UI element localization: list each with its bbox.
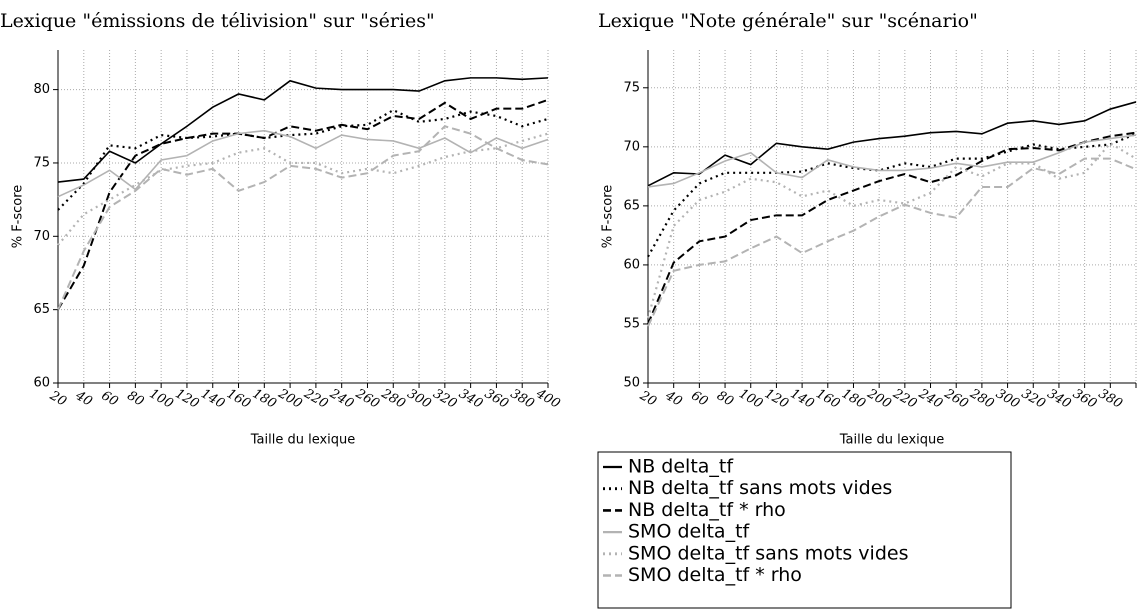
x-tick-label: 360: [482, 386, 511, 411]
x-tick-label: 200: [275, 386, 305, 412]
x-tick-label: 60: [99, 388, 121, 409]
y-tick-label: 75: [33, 155, 50, 170]
legend-label: SMO delta_tf * rho: [628, 564, 802, 586]
x-tick-label: 140: [198, 386, 227, 411]
x-tick-label: 60: [688, 388, 710, 409]
x-tick-label: 40: [662, 388, 685, 410]
x-tick-label: 200: [864, 386, 894, 412]
chart-title: Lexique "Note générale" sur "scénario": [598, 10, 978, 32]
x-tick-label: 20: [636, 388, 659, 410]
x-tick-label: 40: [72, 388, 95, 410]
x-tick-label: 180: [839, 386, 868, 411]
y-tick-label: 70: [623, 139, 640, 154]
y-tick-label: 50: [623, 376, 640, 391]
x-tick-label: 80: [714, 388, 736, 409]
series-line: [647, 157, 1137, 327]
series-line: [57, 108, 549, 211]
x-tick-label: 240: [326, 386, 356, 412]
y-tick-label: 80: [33, 82, 50, 97]
x-tick-label: 100: [736, 386, 765, 411]
x-tick-label: 220: [301, 386, 331, 412]
x-axis-label: Taille du lexique: [250, 433, 356, 448]
y-tick-label: 65: [33, 302, 50, 317]
x-tick-label: 180: [250, 386, 279, 411]
chart-title: Lexique "émissions de télivision" sur "s…: [0, 10, 435, 32]
x-tick-label: 140: [788, 386, 817, 411]
x-tick-label: 320: [1019, 386, 1048, 411]
x-tick-label: 340: [1044, 386, 1073, 411]
x-tick-label: 240: [915, 386, 945, 412]
series-line: [57, 125, 549, 311]
y-tick-label: 70: [33, 229, 50, 244]
legend-label: SMO delta_tf sans mots vides: [628, 542, 908, 564]
x-tick-label: 160: [813, 386, 842, 411]
series-line: [57, 129, 549, 198]
x-tick-label: 160: [224, 386, 253, 411]
legend-label: NB delta_tf: [628, 456, 734, 478]
x-tick-label: 280: [967, 386, 997, 412]
x-tick-label: 380: [508, 386, 537, 411]
series-line: [57, 77, 549, 183]
series-line: [57, 132, 549, 246]
x-tick-label: 400: [533, 386, 563, 412]
x-tick-label: 20: [46, 388, 69, 410]
series-line: [647, 134, 1137, 188]
x-tick-label: 300: [405, 386, 434, 411]
y-tick-label: 65: [623, 198, 640, 213]
y-axis-label: % F-score: [11, 185, 26, 249]
x-axis-label: Taille du lexique: [839, 433, 945, 448]
x-tick-label: 380: [1096, 386, 1125, 411]
legend-label: NB delta_tf * rho: [628, 499, 786, 521]
x-tick-label: 340: [456, 386, 485, 411]
x-tick-label: 300: [993, 386, 1022, 411]
x-tick-label: 260: [352, 386, 382, 412]
series-line: [646, 141, 1137, 319]
x-tick-label: 260: [941, 386, 971, 412]
legend-box: [597, 451, 1012, 609]
series-line: [57, 98, 549, 311]
series-line: [647, 101, 1137, 187]
y-axis-label: % F-score: [601, 185, 616, 249]
x-tick-label: 100: [147, 386, 176, 411]
legend-label: NB delta_tf sans mots vides: [628, 477, 892, 499]
y-tick-label: 60: [623, 257, 640, 272]
y-tick-label: 75: [623, 80, 640, 95]
x-tick-label: 360: [1070, 386, 1099, 411]
x-tick-label: 220: [889, 386, 919, 412]
series-line: [647, 131, 1137, 325]
x-tick-label: 120: [762, 386, 791, 411]
x-tick-label: 280: [378, 386, 408, 412]
y-tick-label: 55: [623, 316, 640, 331]
y-tick-label: 60: [33, 376, 50, 391]
x-tick-label: 320: [430, 386, 459, 411]
x-tick-label: 120: [172, 386, 201, 411]
legend-label: SMO delta_tf: [628, 521, 751, 543]
x-tick-label: 80: [124, 388, 146, 409]
